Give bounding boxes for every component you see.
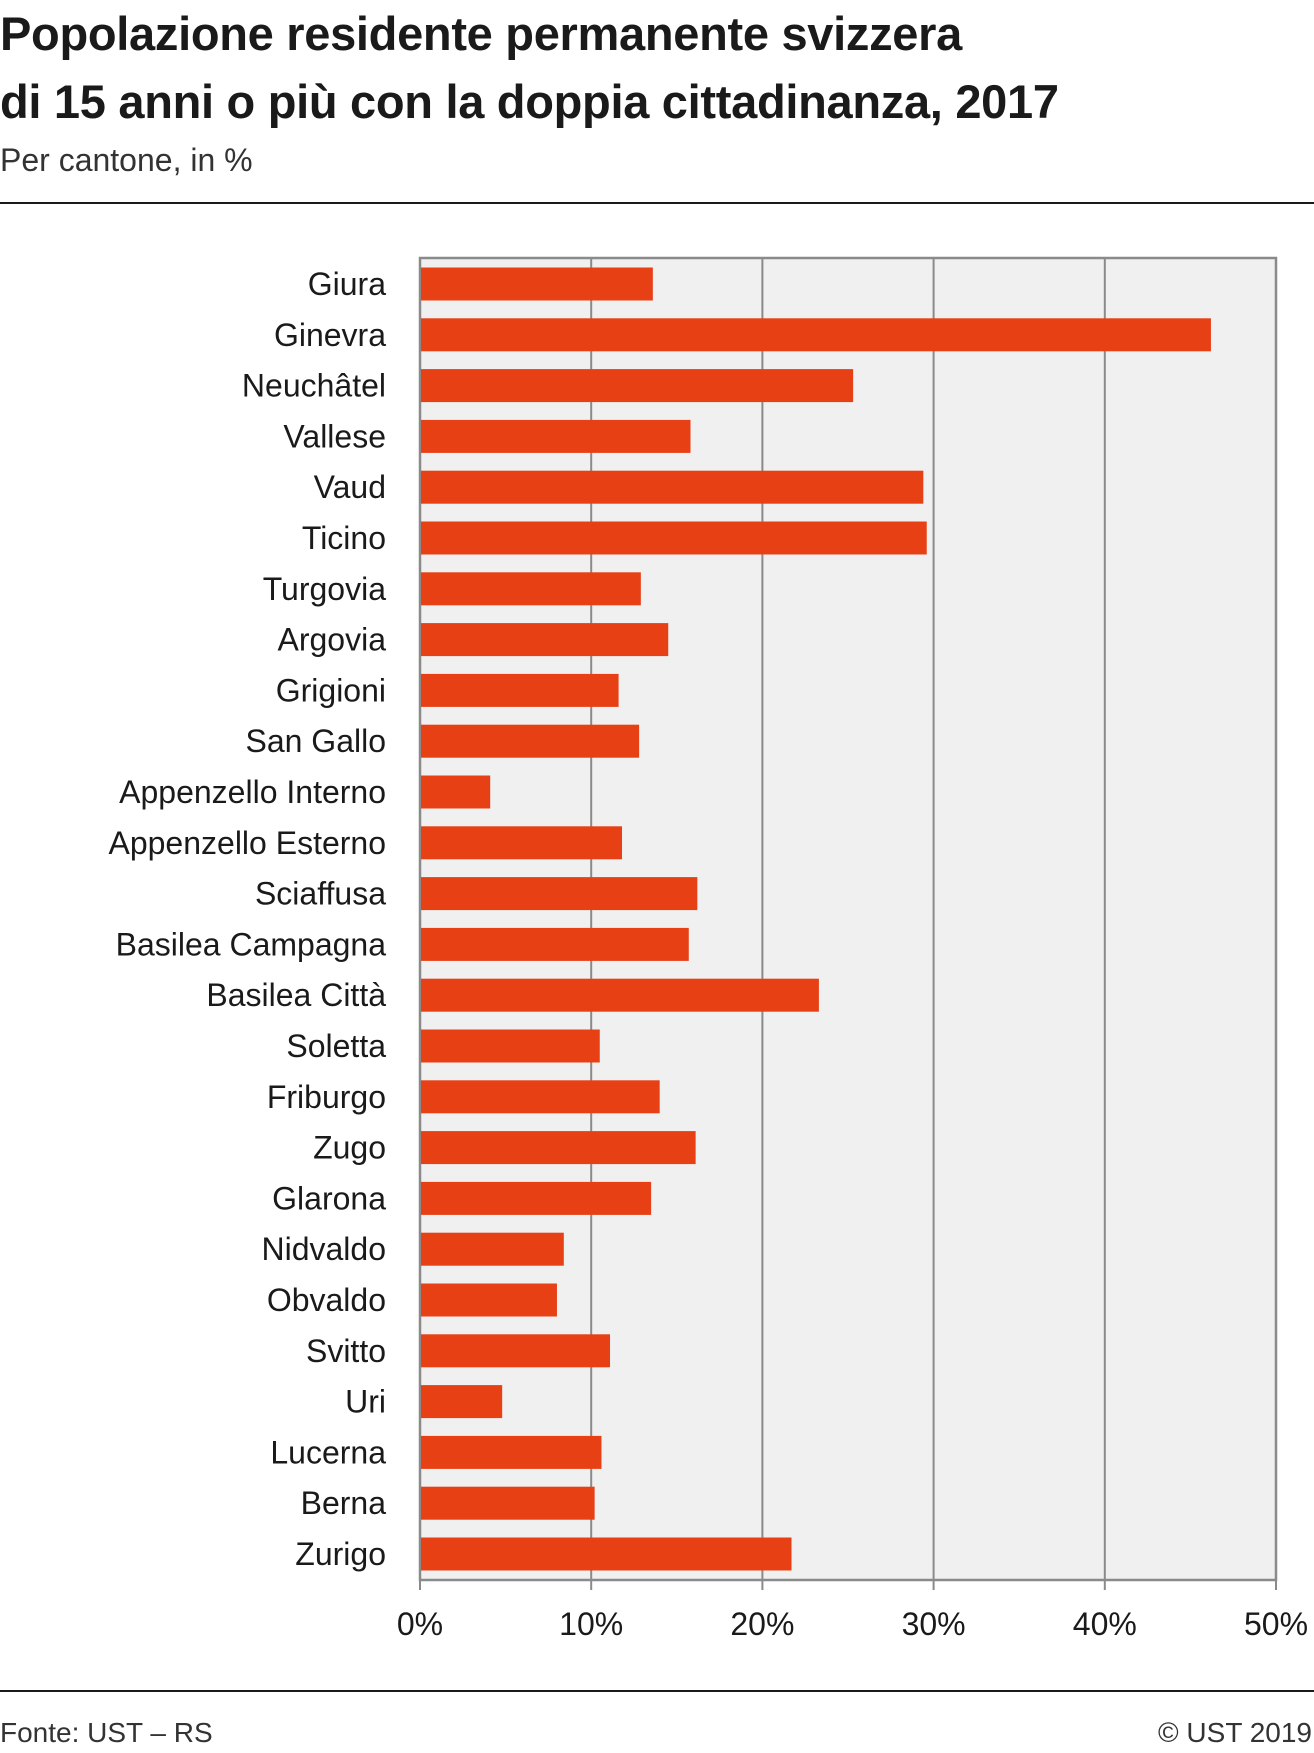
copyright-note: © UST 2019 <box>1158 1717 1312 1748</box>
category-label: Zugo <box>313 1130 386 1166</box>
category-label: Vallese <box>283 418 386 454</box>
x-tick-label: 30% <box>902 1606 966 1642</box>
bar <box>421 1029 600 1063</box>
bar <box>421 826 623 860</box>
chart-title-line-1: Popolazione residente permanente svizzer… <box>0 7 962 60</box>
category-label: Giura <box>308 266 386 302</box>
bar <box>421 267 653 301</box>
bar <box>421 1334 611 1368</box>
category-label: Berna <box>301 1485 387 1521</box>
category-label: Friburgo <box>267 1079 386 1115</box>
category-label: Zurigo <box>295 1536 386 1572</box>
category-label: Basilea Città <box>206 977 386 1013</box>
category-label: Obvaldo <box>267 1282 386 1318</box>
category-label: Uri <box>345 1384 386 1420</box>
bar <box>421 1080 660 1114</box>
bar <box>421 673 619 707</box>
category-label: Appenzello Interno <box>119 774 386 810</box>
bar <box>421 1486 595 1520</box>
bar <box>421 369 854 403</box>
category-label: San Gallo <box>245 723 386 759</box>
bar <box>421 978 819 1012</box>
plot-background <box>420 258 1276 1580</box>
bar <box>421 1131 696 1165</box>
category-label: Neuchâtel <box>242 368 386 404</box>
category-label: Ginevra <box>274 317 386 353</box>
category-label: Argovia <box>278 622 387 658</box>
bar <box>421 724 640 758</box>
bar <box>421 877 698 911</box>
bar <box>421 1181 652 1215</box>
bar <box>421 1385 503 1419</box>
bar <box>421 419 691 453</box>
chart-subtitle: Per cantone, in % <box>0 142 253 178</box>
category-label: Sciaffusa <box>255 876 386 912</box>
category-label: Grigioni <box>276 672 386 708</box>
bar <box>421 1435 602 1469</box>
source-note: Fonte: UST – RS <box>0 1717 213 1748</box>
x-tick-label: 10% <box>559 1606 623 1642</box>
x-tick-label: 0% <box>397 1606 443 1642</box>
category-label: Lucerna <box>270 1434 386 1470</box>
category-label: Glarona <box>272 1180 386 1216</box>
bottom-divider <box>0 1690 1314 1692</box>
category-label: Vaud <box>314 469 386 505</box>
category-label: Svitto <box>306 1333 386 1369</box>
bar <box>421 1283 557 1317</box>
bar <box>421 318 1211 352</box>
bar-chart: 0% 10% 20% 30% 40% 50% Giura Ginevra Neuchâtel Va… <box>108 256 1308 1642</box>
chart-title: Popolazione residente permanente svizzer… <box>0 0 1300 136</box>
category-label: Ticino <box>302 520 386 556</box>
top-divider <box>0 202 1314 204</box>
category-label: Turgovia <box>263 571 387 607</box>
bar <box>421 775 491 809</box>
x-tick-label: 40% <box>1073 1606 1137 1642</box>
bar <box>421 521 927 555</box>
plot-frame <box>418 256 1278 1582</box>
bar <box>421 572 641 606</box>
bar <box>421 1537 792 1571</box>
category-label: Basilea Campagna <box>116 926 387 962</box>
bar <box>421 1232 564 1266</box>
chart-title-line-2: di 15 anni o più con la doppia cittadina… <box>0 75 1059 128</box>
x-tick-label: 20% <box>730 1606 794 1642</box>
category-label: Nidvaldo <box>261 1231 386 1267</box>
category-label: Appenzello Esterno <box>108 825 386 861</box>
bar <box>421 470 924 504</box>
bar <box>421 927 689 961</box>
x-tick-label: 50% <box>1244 1606 1308 1642</box>
bar <box>421 623 669 657</box>
category-label: Soletta <box>286 1028 386 1064</box>
